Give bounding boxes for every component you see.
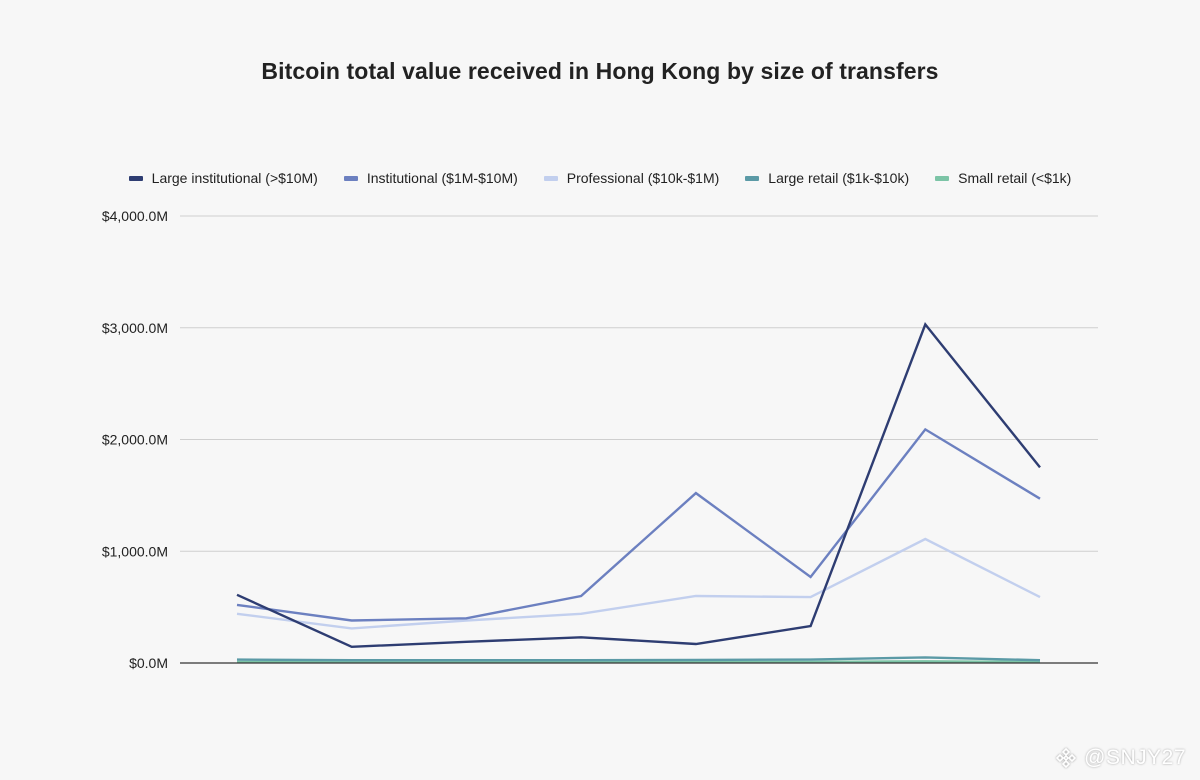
legend-swatch — [745, 175, 760, 181]
legend-label: Professional ($10k-$1M) — [566, 170, 720, 186]
legend-item-1: Large institutional (>$10M) — [128, 170, 318, 186]
legend-label: Institutional ($1M-$10M) — [366, 170, 518, 186]
grid-lines — [180, 215, 1098, 552]
legend-swatch — [343, 175, 358, 181]
legend-item-5: Small retail (<$1k) — [935, 170, 1071, 186]
watermark-text: @SNJY27 — [1084, 746, 1186, 769]
series-line-3 — [236, 537, 1041, 630]
watermark: @SNJY27 — [1054, 746, 1186, 770]
legend-swatch — [128, 175, 143, 181]
legend-item-4: Large retail ($1k-$10k) — [745, 170, 909, 186]
legend-item-3: Professional ($10k-$1M) — [543, 170, 720, 186]
y-tick-label: $0.0M — [129, 655, 168, 671]
series-line-5 — [237, 660, 1041, 664]
legend-item-2: Institutional ($1M-$10M) — [343, 170, 518, 186]
y-tick-label: $2,000.0M — [102, 432, 168, 448]
series-line-1 — [236, 322, 1041, 649]
y-tick-label: $4,000.0M — [102, 208, 168, 224]
y-axis-tick-labels: $0.0M $1,000.0M $2,000.0M $3,000.0M $4,000.0… — [102, 208, 168, 671]
legend-swatch — [543, 175, 558, 181]
legend-swatch — [935, 175, 950, 181]
series-line-4 — [236, 656, 1041, 662]
watermark-logo-icon — [1056, 747, 1077, 769]
chart-title: Bitcoin total value received in Hong Kon… — [261, 58, 939, 84]
y-tick-label: $3,000.0M — [102, 320, 168, 336]
legend-label: Large retail ($1k-$10k) — [768, 170, 910, 186]
series-lines — [236, 322, 1041, 664]
chart-legend: Large institutional (>$10M) Institutional… — [0, 170, 1200, 186]
series-line-2 — [236, 427, 1041, 622]
legend-label: Small retail (<$1k) — [958, 170, 1072, 186]
legend-label: Large institutional (>$10M) — [151, 170, 318, 186]
y-tick-label: $1,000.0M — [102, 543, 168, 559]
